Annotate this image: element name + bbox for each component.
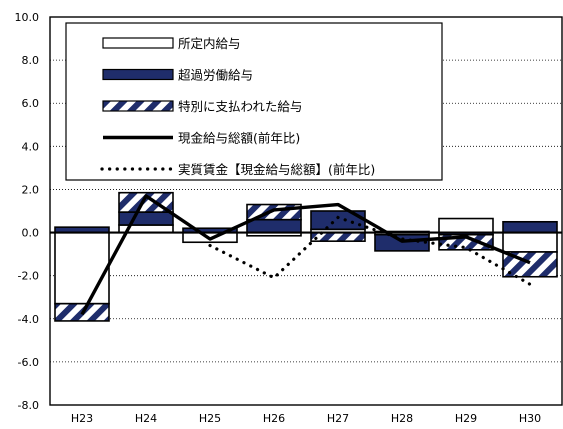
x-tick-label: H30 bbox=[519, 412, 541, 425]
bar-white-H23 bbox=[54, 231, 110, 305]
y-tick-label: -2.0 bbox=[18, 270, 39, 283]
x-tick-label: H29 bbox=[455, 412, 477, 425]
x-tick-label: H23 bbox=[71, 412, 93, 425]
line-layer bbox=[80, 194, 532, 316]
bar-navy-H30 bbox=[502, 220, 558, 234]
bar-white-H29 bbox=[438, 217, 494, 234]
series-line-dotted bbox=[208, 215, 532, 286]
bar-hatch-H27 bbox=[310, 231, 366, 242]
y-tick-label: 6.0 bbox=[22, 97, 40, 110]
bar-navy-H24 bbox=[118, 211, 174, 226]
bar-hatch-H24 bbox=[118, 191, 174, 213]
y-tick-label: 10.0 bbox=[15, 11, 40, 24]
x-tick-label: H27 bbox=[327, 412, 349, 425]
y-tick-label: -8.0 bbox=[18, 399, 39, 412]
bar-white-H30 bbox=[502, 231, 558, 253]
y-tick-label: 0.0 bbox=[22, 227, 40, 240]
series-line-solid bbox=[80, 194, 531, 316]
y-tick-label: -6.0 bbox=[18, 356, 39, 369]
bar-navy-H26 bbox=[246, 218, 302, 234]
legend-swatch bbox=[102, 68, 174, 81]
legend-label: 実質賃金【現金給与総額】(前年比) bbox=[178, 162, 375, 177]
x-tick-label: H24 bbox=[135, 412, 157, 425]
y-tick-label: 4.0 bbox=[22, 140, 40, 153]
x-tick-label: H25 bbox=[199, 412, 221, 425]
y-tick-label: -4.0 bbox=[18, 313, 39, 326]
legend-swatch bbox=[102, 37, 174, 49]
axis-layer: 10.0 8.0 6.0 4.0 2.0 0.0 -2.0 -4.0 -6.0 -8.0 H23 H2… bbox=[15, 11, 563, 425]
legend-label: 現金給与総額(前年比) bbox=[178, 131, 300, 146]
legend-swatch bbox=[102, 100, 174, 112]
legend-label: 超過労働給与 bbox=[178, 68, 253, 83]
y-tick-label: 2.0 bbox=[22, 183, 40, 196]
legend-label: 特別に支払われた給与 bbox=[178, 99, 302, 114]
x-tick-label: H26 bbox=[263, 412, 285, 425]
y-tick-label: 8.0 bbox=[22, 54, 40, 67]
bar-layer bbox=[54, 191, 558, 322]
legend-label: 所定内給与 bbox=[178, 36, 241, 51]
x-tick-label: H28 bbox=[391, 412, 413, 425]
plot-frame bbox=[49, 16, 563, 406]
